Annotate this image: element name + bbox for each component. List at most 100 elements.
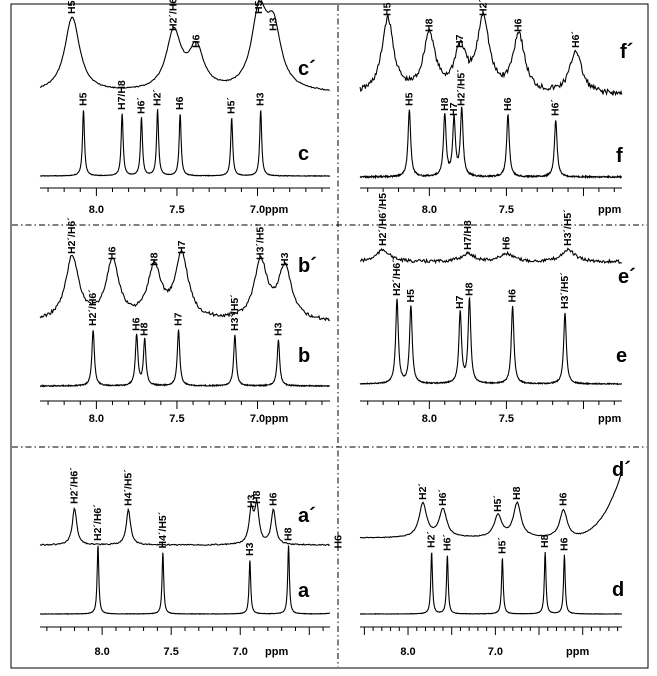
peak-label: H2´ [426,531,438,548]
x-tick-label: 7.0 [233,646,248,658]
peak-label: H5 [78,92,90,106]
x-tick-label: 7.5 [169,413,184,425]
spectrum-label: c [298,143,309,165]
spectrum-label: c´ [298,58,316,80]
spectrum-label: a´ [298,505,316,527]
spectrum-label: e´ [618,266,636,288]
peak-label: H6´ [136,97,148,114]
peak-label: H6´ [441,534,453,551]
x-axis-unit: ppm [265,646,288,658]
x-tick-label: 8.0 [422,413,437,425]
peak-label: H7 [448,102,460,116]
spectrum-c [39,109,331,178]
spectrum-label: d [612,579,624,601]
x-tick-label: 8.0 [422,204,437,216]
peak-label: H6 [557,492,569,506]
spectrum-label: b [298,345,310,367]
peak-label: H3´/H5´ [229,294,241,331]
x-tick-label: 8.0 [400,646,415,658]
peak-label: H7 [454,34,466,48]
peak-label: H3 [245,494,257,508]
peak-label: H6 [190,34,202,48]
peak-label: H8 [423,18,435,32]
peak-label: H6 [500,236,512,250]
peak-label: H5´ [253,0,265,14]
spectrum-e-prime [359,247,622,265]
x-axis-unit: ppm [598,204,621,216]
peak-label: H3´/H5´ [562,209,574,246]
spectrum-b-prime [39,250,331,322]
peak-label: H4´/H5´ [122,469,134,506]
peak-label: H6 [507,289,519,303]
x-axis-unit: ppm [265,413,288,425]
x-tick-label: 7.5 [169,204,184,216]
peak-label: H3 [268,17,280,31]
peak-label: H7 [454,295,466,309]
peak-label: H3´/H5´ [559,272,571,309]
spectrum-label: b´ [298,255,317,277]
peak-label: H6 [131,317,143,331]
peak-label: H8 [148,252,160,266]
spectrum-c-prime [39,0,330,91]
peak-label: H2´/H6´ [391,259,403,296]
peak-label: H2´ [152,89,164,106]
peak-label: H5 [405,289,417,303]
peak-label: H3 [279,252,291,266]
peak-label: H3´/H5´ [255,223,267,260]
peak-label: H5 [382,2,394,16]
x-tick-label: 7.5 [499,204,514,216]
peak-label: H8 [511,486,523,500]
spectrum-label: a [298,580,310,602]
x-tick-label: 8.0 [89,204,104,216]
spectrum-b [39,329,330,388]
x-tick-label: 7.5 [499,413,514,425]
peak-label: H2´/H5´ [477,0,489,16]
peak-label: H6 [107,246,119,260]
peak-label: H4´/H5´ [157,511,169,548]
x-axis-unit: ppm [566,646,589,658]
spectrum-f [359,106,622,180]
peak-label: H8 [463,282,475,296]
peak-label: H2´/H6´/H5 [377,193,389,246]
peak-label: H6 [558,537,570,551]
peak-label: H7 [176,240,188,254]
peak-label: H8 [283,527,295,541]
peak-label: H5´ [226,97,238,114]
peak-label: H8 [439,97,451,111]
x-axis-unit: ppm [265,204,288,216]
peak-label: H3 [244,542,256,556]
peak-label: H5´ [492,495,504,512]
peak-label: H7 [173,312,185,326]
x-tick-label: 7.0 [250,204,265,216]
spectrum-label: f [616,145,623,167]
peak-label: H2´/H6´ [87,289,99,326]
x-tick-label: 7.5 [164,646,179,658]
peak-label: H8 [539,534,551,548]
peak-label: H6´ [437,489,449,506]
peak-label: H6 [332,535,344,549]
peak-label: H7/H8 [462,220,474,250]
spectrum-e [359,296,623,386]
x-tick-label: 7.0 [488,646,503,658]
spectrum-a [39,545,331,615]
peak-label: H6 [502,97,514,111]
outer-frame [10,3,649,669]
peak-label: H2´/H6´ [168,0,180,31]
peak-label: H8 [139,322,151,336]
peak-label: H8 [251,490,263,504]
x-tick-label: 8.0 [94,646,109,658]
peak-label: H5 [403,92,415,106]
peak-label: H6 [513,18,525,32]
spectrum-label: e [616,345,627,367]
x-tick-label: 8.0 [89,413,104,425]
peak-label: H6 [267,492,279,506]
peak-label: H6´ [570,31,582,48]
peak-label: H7/H8 [116,80,128,110]
peak-label: H2´/H6´ [92,504,104,541]
x-axis-unit: ppm [598,413,621,425]
peak-label: H3 [272,322,284,336]
spectrum-f-prime [359,10,623,97]
peak-label: H6´ [550,99,562,116]
